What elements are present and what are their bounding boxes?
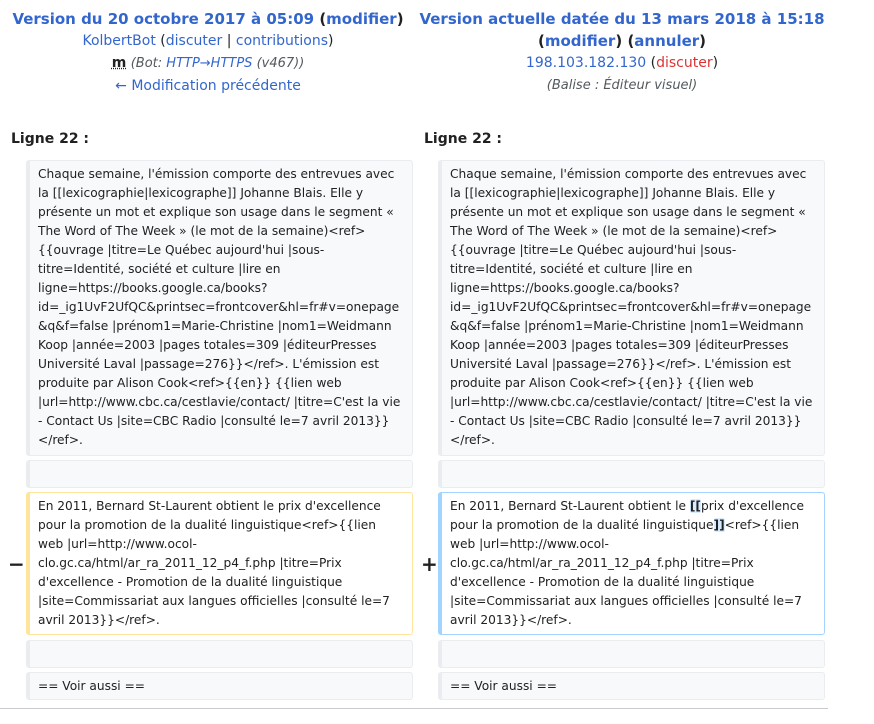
empty-context-cell-right-2 bbox=[438, 640, 825, 668]
see-also-cell-right: == Voir aussi == bbox=[438, 672, 825, 700]
context-cell-right: Chaque semaine, l'émission comporte des … bbox=[438, 160, 825, 456]
empty-context-cell-left-2 bbox=[26, 640, 413, 668]
old-summary-line: m (Bot: HTTP→HTTPS (v467)) bbox=[10, 52, 406, 75]
line-number-left: Ligne 22 : bbox=[11, 131, 90, 147]
empty-context-cell-left bbox=[26, 460, 413, 488]
empty-context-cell-right bbox=[438, 460, 825, 488]
previous-edit-link[interactable]: ← Modification précédente bbox=[115, 78, 301, 94]
line-number-right: Ligne 22 : bbox=[424, 131, 503, 147]
context-cell-left: Chaque semaine, l'émission comporte des … bbox=[26, 160, 413, 456]
old-edit-link[interactable]: modifier bbox=[326, 10, 397, 28]
current-actions-line: (modifier) (annuler) bbox=[537, 32, 707, 50]
added-text-part1: En 2011, Bernard St-Laurent obtient le bbox=[450, 499, 690, 513]
minor-edit-badge: m bbox=[111, 55, 127, 71]
ip-user-link[interactable]: 198.103.182.130 bbox=[525, 55, 647, 71]
inserted-brackets-open: [[ bbox=[689, 499, 701, 513]
ip-talk-link[interactable]: discuter bbox=[656, 55, 713, 71]
old-revision-header: Version du 20 octobre 2017 à 05:09 (modi… bbox=[10, 8, 406, 97]
old-user-talk-link[interactable]: discuter bbox=[165, 33, 223, 49]
old-user-line: KolbertBot (discuter | contributions) bbox=[82, 33, 334, 49]
inserted-brackets-close: ]] bbox=[713, 518, 725, 532]
old-revision-title-line: Version du 20 octobre 2017 à 05:09 (modi… bbox=[12, 10, 404, 28]
edit-tag: (Balise : Éditeur visuel) bbox=[546, 78, 698, 93]
divider bbox=[0, 708, 828, 709]
undo-link[interactable]: annuler bbox=[634, 32, 700, 50]
summary-suffix: (v467)) bbox=[252, 56, 305, 71]
current-revision-link[interactable]: Version actuelle datée du 13 mars 2018 à… bbox=[419, 10, 825, 28]
added-text-part2: prix d'excellence pour la promotion de l… bbox=[450, 499, 804, 532]
old-user-contribs-link[interactable]: contributions bbox=[235, 33, 329, 49]
current-revision-title-line: Version actuelle datée du 13 mars 2018 à… bbox=[416, 8, 828, 30]
current-user-line: 198.103.182.130 (discuter) bbox=[525, 55, 719, 71]
added-line-cell: En 2011, Bernard St-Laurent obtient le [… bbox=[438, 492, 825, 635]
see-also-cell-left: == Voir aussi == bbox=[26, 672, 413, 700]
current-edit-link[interactable]: modifier bbox=[544, 32, 616, 50]
old-user-link[interactable]: KolbertBot bbox=[82, 33, 156, 49]
summary-prefix: (Bot: bbox=[130, 56, 167, 71]
summary-link[interactable]: HTTP→HTTPS bbox=[166, 56, 253, 71]
old-revision-link[interactable]: Version du 20 octobre 2017 à 05:09 bbox=[12, 10, 315, 28]
current-revision-header: Version actuelle datée du 13 mars 2018 à… bbox=[416, 8, 828, 97]
deleted-line-cell: En 2011, Bernard St-Laurent obtient le p… bbox=[26, 492, 413, 635]
deleted-line-marker: − bbox=[8, 552, 25, 576]
added-text-part3: <ref>{{lien web |url=http://www.ocol-clo… bbox=[450, 518, 802, 627]
added-line-marker: + bbox=[421, 552, 438, 576]
